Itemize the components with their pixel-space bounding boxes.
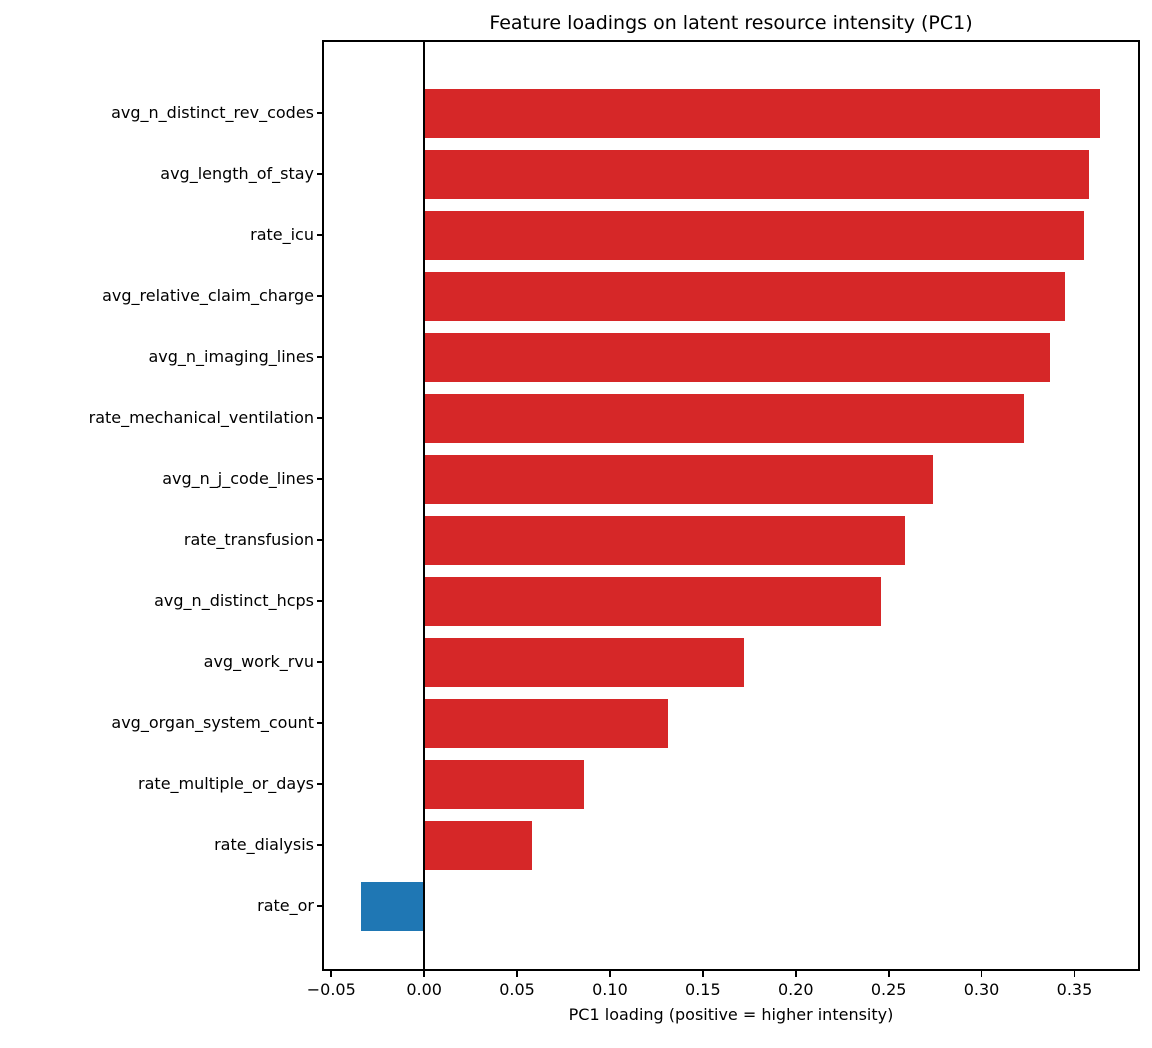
y-tick-mark: [316, 356, 322, 358]
y-axis-tick-label: avg_n_distinct_hcps: [154, 591, 314, 610]
y-axis-tick-label: rate_transfusion: [183, 530, 314, 549]
bar-avg_n_distinct_rev_codes: [424, 88, 1101, 138]
y-axis-tick-label: avg_n_imaging_lines: [148, 347, 314, 366]
x-axis-tick-label: 0.10: [592, 980, 628, 999]
y-axis-tick-label: avg_length_of_stay: [160, 164, 314, 183]
bar-avg_n_distinct_hcps: [424, 576, 882, 626]
bar-rate_or: [360, 881, 425, 931]
x-tick-mark: [794, 971, 797, 977]
y-axis-tick-label: avg_work_rvu: [203, 652, 314, 671]
x-axis-tick-label: 0.35: [1056, 980, 1093, 999]
x-axis-tick-label: 0.00: [406, 980, 442, 999]
y-axis-tick-label: rate_multiple_or_days: [138, 774, 314, 793]
bar-avg_work_rvu: [424, 637, 744, 687]
y-tick-mark: [316, 539, 322, 541]
x-tick-mark: [423, 971, 426, 977]
x-tick-mark: [516, 971, 518, 977]
y-axis-tick-label: avg_n_j_code_lines: [162, 469, 314, 488]
y-axis-tick-label: avg_n_distinct_rev_codes: [111, 103, 314, 122]
x-axis-label: PC1 loading (positive = higher intensity…: [568, 1005, 894, 1024]
bar-avg_organ_system_count: [424, 698, 668, 748]
x-tick-mark: [701, 971, 704, 977]
x-axis-tick-label: 0.20: [777, 980, 814, 999]
x-tick-mark: [1073, 971, 1076, 977]
x-tick-mark: [609, 971, 611, 977]
y-axis-tick-label: avg_organ_system_count: [111, 713, 314, 732]
x-axis-tick-label: 0.15: [685, 980, 721, 999]
y-tick-mark: [316, 234, 322, 236]
bar-avg_length_of_stay: [424, 149, 1090, 199]
y-tick-mark: [316, 295, 322, 297]
x-tick-mark: [887, 971, 890, 977]
bar-avg_relative_claim_charge: [424, 271, 1066, 321]
y-tick-mark: [316, 600, 322, 602]
y-axis-tick-label: avg_relative_claim_charge: [102, 286, 314, 305]
y-axis-tick-label: rate_icu: [250, 225, 314, 244]
y-tick-mark: [316, 783, 322, 785]
bar-rate_multiple_or_days: [424, 759, 584, 809]
y-axis-tick-label: rate_or: [257, 896, 314, 915]
bar-avg_n_j_code_lines: [424, 454, 934, 504]
x-axis-tick-label: −0.05: [306, 980, 356, 999]
bar-rate_mechanical_ventilation: [424, 393, 1025, 443]
x-tick-mark: [980, 971, 983, 977]
y-tick-mark: [316, 112, 322, 114]
bar-rate_transfusion: [424, 515, 906, 565]
x-axis-tick-label: 0.25: [870, 980, 907, 999]
y-tick-mark: [316, 173, 322, 175]
y-axis-tick-label: rate_mechanical_ventilation: [88, 408, 314, 427]
y-tick-mark: [316, 722, 322, 724]
x-axis-tick-label: 0.30: [963, 980, 1000, 999]
y-tick-mark: [316, 478, 322, 480]
y-axis-tick-label: rate_dialysis: [214, 835, 314, 854]
bar-rate_icu: [424, 210, 1084, 260]
y-tick-mark: [316, 905, 322, 907]
y-tick-mark: [316, 661, 322, 663]
bar-avg_n_imaging_lines: [424, 332, 1051, 382]
bar-rate_dialysis: [424, 820, 532, 870]
x-axis-tick-label: 0.05: [499, 980, 535, 999]
y-tick-mark: [316, 417, 322, 419]
x-tick-mark: [330, 971, 333, 977]
y-tick-mark: [316, 844, 322, 846]
chart-title: Feature loadings on latent resource inte…: [489, 12, 973, 34]
zero-line: [423, 42, 425, 969]
plot-area: avg_n_distinct_rev_codes avg_length_of_st…: [89, 40, 1140, 999]
